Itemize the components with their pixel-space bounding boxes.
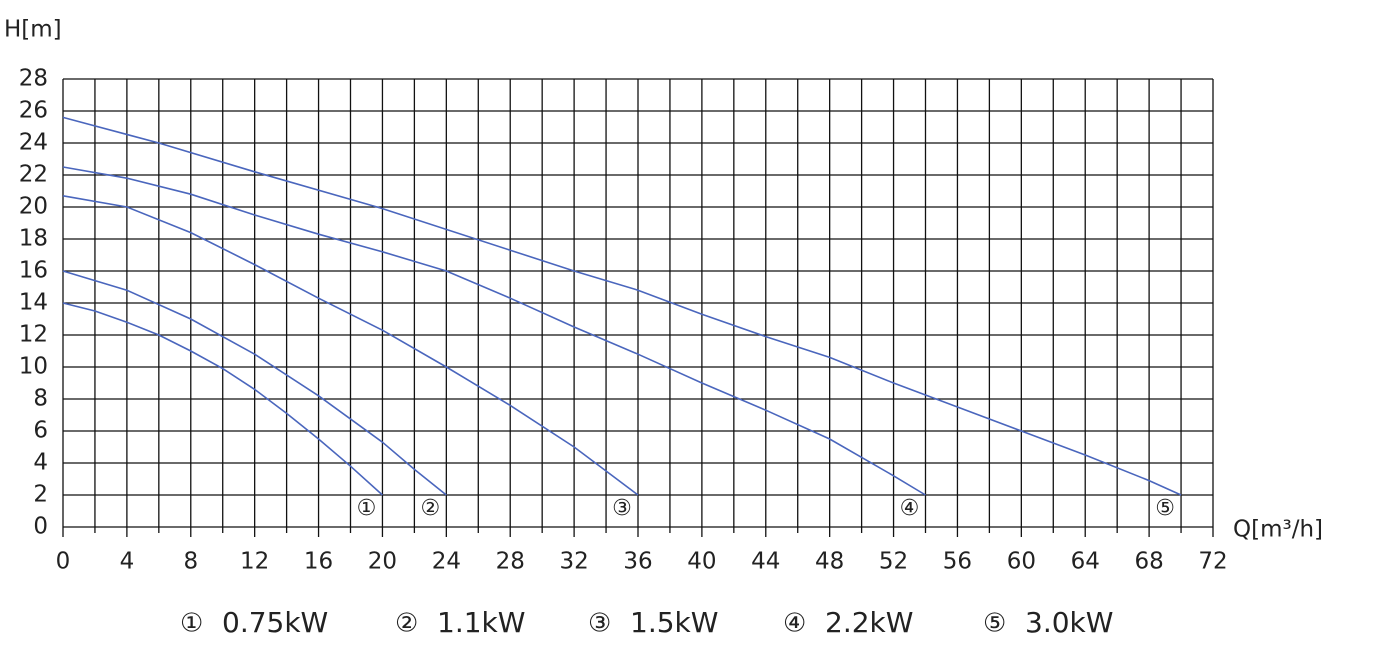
curve: [62, 270, 447, 496]
y-tick-label: 22: [19, 162, 48, 188]
legend-label: 0.75kW: [222, 606, 328, 639]
curve-label: ④: [900, 496, 920, 521]
legend-label: 1.5kW: [630, 606, 718, 639]
y-tick-label: 14: [19, 290, 48, 316]
y-tick-label: 20: [19, 194, 48, 220]
legend-marker: ④: [783, 609, 806, 639]
curve: [62, 302, 383, 496]
x-tick-label: 68: [1134, 549, 1163, 575]
x-tick-label: 4: [120, 549, 135, 575]
legend-label: 1.1kW: [437, 606, 525, 639]
x-tick-label: 40: [687, 549, 716, 575]
legend-label: 2.2kW: [825, 606, 913, 639]
x-tick-label: 44: [751, 549, 780, 575]
curve: [62, 116, 1182, 496]
legend-marker: ②: [395, 609, 418, 639]
y-tick-label: 8: [33, 386, 48, 412]
y-tick-label: 24: [19, 130, 48, 156]
y-tick-label: 18: [19, 226, 48, 252]
legend-marker: ⑤: [983, 609, 1006, 639]
curve: [62, 166, 926, 496]
y-tick-label: 6: [33, 418, 48, 444]
x-tick-label: 48: [815, 549, 844, 575]
x-axis-title: Q[m³/h]: [1233, 517, 1323, 543]
y-axis-title: H[m]: [4, 17, 62, 43]
x-tick-label: 24: [432, 549, 461, 575]
y-tick-label: 4: [33, 450, 48, 476]
y-tick-label: 28: [19, 66, 48, 92]
curve-label: ②: [420, 496, 440, 521]
y-tick-label: 2: [33, 482, 48, 508]
curve-label: ③: [612, 496, 632, 521]
legend-marker: ①: [180, 609, 203, 639]
x-tick-label: 72: [1198, 549, 1227, 575]
x-tick-label: 56: [943, 549, 972, 575]
y-tick-label: 10: [19, 354, 48, 380]
x-tick-label: 52: [879, 549, 908, 575]
legend-marker: ③: [588, 609, 611, 639]
curve: [62, 195, 639, 496]
x-tick-label: 12: [240, 549, 269, 575]
x-tick-label: 20: [368, 549, 397, 575]
x-tick-label: 32: [559, 549, 588, 575]
curve-label: ①: [357, 496, 377, 521]
y-tick-label: 0: [33, 514, 48, 540]
x-tick-label: 36: [623, 549, 652, 575]
x-tick-label: 64: [1071, 549, 1100, 575]
x-tick-label: 8: [183, 549, 198, 575]
x-tick-label: 60: [1007, 549, 1036, 575]
y-tick-label: 26: [19, 98, 48, 124]
y-tick-label: 12: [19, 322, 48, 348]
x-tick-label: 28: [496, 549, 525, 575]
x-tick-label: 0: [56, 549, 71, 575]
legend-label: 3.0kW: [1025, 606, 1113, 639]
x-tick-label: 16: [304, 549, 333, 575]
y-tick-label: 16: [19, 258, 48, 284]
curve-label: ⑤: [1155, 496, 1175, 521]
